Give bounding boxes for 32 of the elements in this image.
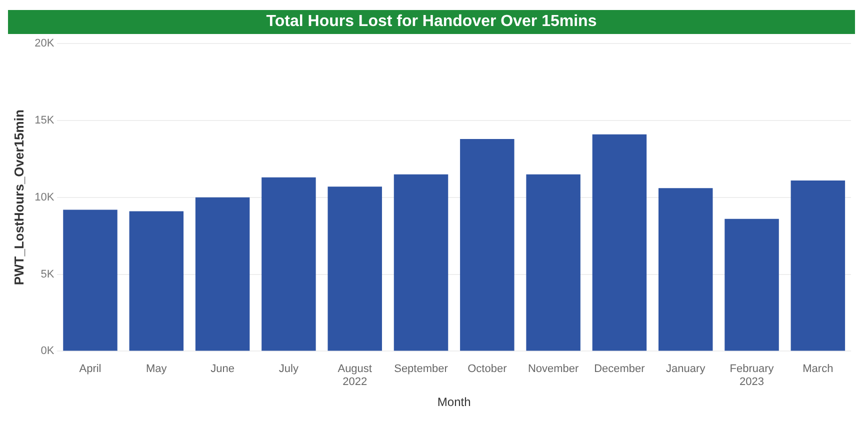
chart-title: Total Hours Lost for Handover Over 15mins bbox=[8, 10, 855, 34]
x-tick-label: March bbox=[802, 362, 834, 375]
bar bbox=[129, 211, 184, 351]
y-axis-title: PWT_LostHours_Over15min bbox=[11, 110, 26, 286]
bar bbox=[394, 174, 448, 351]
bar bbox=[658, 188, 713, 351]
x-tick-label: February 2023 bbox=[730, 362, 774, 388]
x-tick-label: September bbox=[394, 362, 448, 375]
bar bbox=[460, 138, 514, 351]
bar bbox=[724, 218, 779, 351]
y-tick-label: 20K bbox=[34, 38, 55, 50]
x-tick-label: July bbox=[278, 362, 299, 375]
x-tick-label: January bbox=[666, 362, 706, 375]
bar bbox=[63, 210, 118, 351]
x-tick-label: June bbox=[210, 362, 234, 375]
y-tick-label: 0K bbox=[40, 345, 55, 358]
bar bbox=[262, 177, 316, 351]
x-axis-title: Month bbox=[437, 395, 471, 410]
x-tick-label: October bbox=[468, 362, 508, 375]
bar bbox=[328, 186, 382, 351]
bar bbox=[790, 180, 846, 351]
x-tick-label: November bbox=[528, 362, 580, 375]
x-tick-label: August 2022 bbox=[338, 362, 372, 388]
bar bbox=[526, 174, 580, 351]
x-tick-label: May bbox=[146, 362, 168, 375]
x-tick-label: April bbox=[79, 362, 102, 375]
bar bbox=[592, 134, 647, 351]
x-tick-label: December bbox=[594, 362, 646, 375]
y-tick-label: 15K bbox=[34, 114, 55, 127]
y-tick-label: 5K bbox=[40, 268, 55, 280]
y-tick-label: 10K bbox=[34, 191, 55, 204]
bar bbox=[195, 197, 250, 351]
